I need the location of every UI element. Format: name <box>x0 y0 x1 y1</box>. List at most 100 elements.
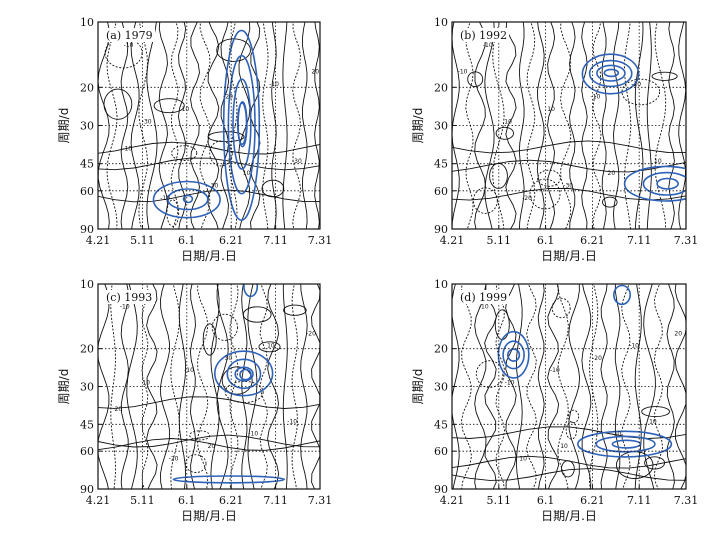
significance-contour <box>603 68 620 78</box>
significance-contour <box>576 430 673 458</box>
contour-value-label: -10 <box>184 367 194 374</box>
contour-line <box>452 468 686 481</box>
contour-value-label: -10 <box>122 145 132 152</box>
y-tick-label: 60 <box>434 185 448 198</box>
contour-value-label: -30 <box>292 158 302 165</box>
x-tick-label: 7.31 <box>308 234 333 247</box>
contour-loop <box>494 309 510 341</box>
negative-contour-line <box>592 22 602 229</box>
positive-contour-line <box>568 284 581 489</box>
contour-loop <box>489 162 508 189</box>
y-tick-label: 90 <box>434 483 448 496</box>
positive-contour-line <box>271 22 277 229</box>
contour-labels: -10 10 -20 10 -30 -10 20 -20 10 -10 <box>458 42 662 202</box>
x-tick-label: 6.21 <box>580 234 605 247</box>
contour-value-label: 10 <box>547 106 555 113</box>
contour-loop <box>621 78 661 106</box>
contour-value-label: -10 <box>124 42 134 49</box>
positive-contour-line <box>216 284 229 489</box>
significance-contour <box>227 54 256 195</box>
contour-loop <box>567 409 580 424</box>
contour-loop <box>651 71 678 81</box>
contour-value-label: -10 <box>550 367 560 374</box>
contour-line <box>452 159 686 173</box>
contour-loop <box>641 406 670 418</box>
significance-contour <box>506 348 521 362</box>
x-tick-label: 4.21 <box>440 494 465 507</box>
negative-contour-line <box>291 284 298 489</box>
y-tick-label: 20 <box>80 343 94 356</box>
contour-loop <box>475 360 504 388</box>
x-tick-label: 4.21 <box>86 494 111 507</box>
contour-value-label: 10 <box>504 118 512 125</box>
y-tick-label: 60 <box>434 445 448 458</box>
contour-loop <box>529 178 561 210</box>
significance-contour <box>581 53 640 95</box>
contour-line <box>98 396 320 409</box>
contour-loop <box>211 313 238 341</box>
significance-contour <box>596 64 626 82</box>
contour-value-label: -10 <box>248 431 258 438</box>
contour-value-label: -10 <box>505 379 515 386</box>
panel-d-1999: -10 -10 10 -10 10 -20 10 -10 10 20 4.21 5.11 6.1 6.21… <box>411 278 698 523</box>
contour-loop <box>537 169 561 187</box>
x-tick-label: 5.11 <box>130 234 155 247</box>
contour-labels: -10 10 -20 -10 20 30 -10 10 -10 -20 20 <box>115 304 317 463</box>
contour-value-label: 10 <box>519 455 527 462</box>
positive-contour-line <box>484 22 495 229</box>
contour-value-label: -30 <box>563 183 573 190</box>
positive-contour-line <box>160 284 170 489</box>
contour-value-label: -10 <box>160 195 170 202</box>
x-tick-label: 7.11 <box>263 234 288 247</box>
contour-loop <box>103 88 133 120</box>
contour-loop <box>224 380 264 404</box>
contour-value-label: 30 <box>211 183 219 190</box>
contour-value-label: -30 <box>142 118 152 125</box>
significance-contour <box>502 340 525 370</box>
negative-contour-line <box>492 22 505 229</box>
contour-line <box>98 157 320 171</box>
contour-loop <box>185 454 207 473</box>
negative-contour-line <box>621 284 631 489</box>
significance-contour <box>595 435 656 453</box>
contour-loop <box>242 306 272 323</box>
significance-contour <box>243 284 259 298</box>
x-tick-label: 4.21 <box>86 234 111 247</box>
significance-contour <box>611 439 642 449</box>
y-tick-label: 30 <box>80 381 94 394</box>
positive-contour-line <box>282 22 288 229</box>
x-tick-label: 6.1 <box>537 234 555 247</box>
contour-line <box>98 438 320 451</box>
contour-value-label: 10 <box>614 431 622 438</box>
y-tick-label: 10 <box>80 278 94 291</box>
grid <box>452 22 686 229</box>
negative-contour-line <box>460 284 472 489</box>
y-tick-label: 30 <box>434 120 448 133</box>
panel-c-1993: -10 10 -20 -10 20 30 -10 10 -10 -20 20 4.21 5.11 6.1 6… <box>57 278 332 523</box>
contour-loop <box>495 126 514 140</box>
x-tick-label: 5.11 <box>487 234 512 247</box>
contour-line <box>98 189 320 203</box>
panel-b-1992: -10 10 -20 10 -30 -10 20 -20 10 -10 4.21 5.11 6.1 6.2… <box>411 16 698 263</box>
y-tick-label: 30 <box>80 120 94 133</box>
x-tick-label: 6.1 <box>178 494 196 507</box>
significance-contour <box>167 188 209 211</box>
x-tick-label: 6.21 <box>219 494 244 507</box>
negative-contour-line <box>199 22 211 229</box>
negative-contour-line <box>495 284 506 489</box>
grid <box>98 284 320 489</box>
positive-contour-line <box>178 284 187 489</box>
y-tick-label: 30 <box>434 381 448 394</box>
y-tick-label: 20 <box>434 343 448 356</box>
contour-loop <box>153 98 185 114</box>
significance-contour <box>588 59 633 88</box>
x-tick-label: 7.11 <box>263 494 288 507</box>
contour-value-label: -10 <box>479 304 489 311</box>
y-tick-label: 10 <box>434 16 448 29</box>
significance-contour <box>236 102 248 146</box>
y-axis-label: 周期/d <box>411 108 425 144</box>
panel-label: (c) 1993 <box>106 291 152 304</box>
contour-value-label: -20 <box>306 330 316 337</box>
contour-value-label: 10 <box>243 170 251 177</box>
panel-label: (a) 1979 <box>106 29 153 42</box>
